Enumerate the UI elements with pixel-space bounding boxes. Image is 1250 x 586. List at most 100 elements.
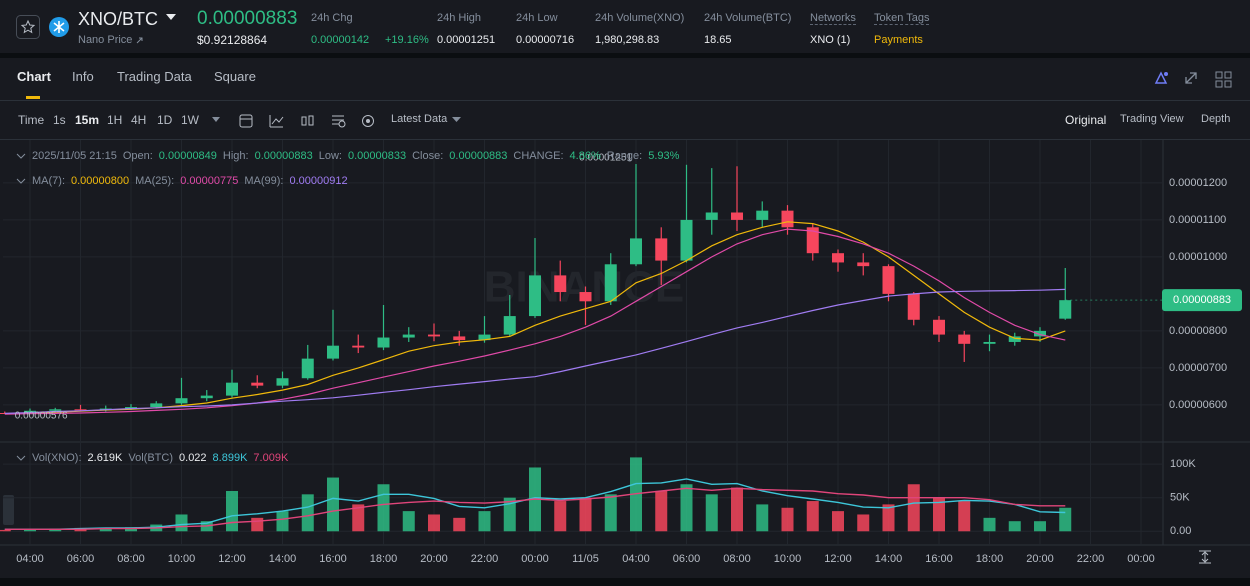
volume-bar: [0, 529, 11, 532]
moving-average-line: [4, 288, 1066, 414]
axis-scale-button[interactable]: [1197, 549, 1213, 565]
low-label: 0.00000576: [15, 410, 68, 421]
legend-chevron: [16, 455, 26, 461]
coin-subtitle[interactable]: Nano Price: [78, 34, 133, 46]
x-tick-label: 04:00: [16, 553, 44, 565]
candle-body: [453, 336, 466, 341]
candle-body: [554, 275, 567, 293]
x-tick-label: 10:00: [168, 553, 196, 565]
candle-body: [478, 334, 491, 341]
candle-body: [226, 382, 238, 396]
x-tick-label: 12:00: [218, 553, 246, 565]
info-value: 0.00000883: [449, 150, 507, 162]
x-tick-label: 16:00: [925, 553, 953, 565]
x-tick-label: 16:00: [319, 553, 347, 565]
info-label: CHANGE:: [513, 150, 563, 162]
chart-panel: Chart Info Trading Data Square Time 1s 15m 1H 4…: [0, 58, 1250, 578]
data-mode[interactable]: Latest Data: [391, 113, 448, 125]
pair-dropdown[interactable]: [166, 14, 176, 22]
ma-legend-value: 0.00000800: [71, 175, 129, 187]
volume-bar: [781, 507, 794, 532]
interval-button[interactable]: 15m: [75, 113, 100, 127]
info-value: 4.86%: [570, 150, 601, 162]
x-tick-label: 20:00: [1026, 553, 1054, 565]
view-button[interactable]: Depth: [1201, 113, 1231, 125]
stat-value[interactable]: Payments: [874, 34, 923, 46]
data-mode-dropdown[interactable]: [452, 116, 462, 124]
volume-bar: [806, 501, 819, 532]
volume-bar: [251, 517, 264, 532]
last-price: 0.00000883: [197, 8, 298, 29]
candle-body: [175, 398, 188, 404]
candle-body: [503, 316, 516, 335]
volume-bar: [453, 517, 466, 532]
tab[interactable]: Info: [72, 69, 94, 84]
volume-bar: [503, 497, 516, 532]
watermark: BINANCE: [484, 263, 684, 312]
tab[interactable]: Chart: [17, 69, 51, 84]
candle-body: [832, 253, 844, 263]
candle-body: [579, 292, 592, 302]
volume-tick-label: 0.00: [1170, 525, 1191, 537]
y-tick-label: 0.00001200: [1169, 177, 1227, 189]
volume-bar: [756, 504, 769, 532]
divider: [0, 100, 1250, 101]
volume-bar: [352, 504, 365, 532]
moving-average-line: [4, 221, 1066, 415]
volume-average-line: [4, 487, 1066, 530]
x-tick-label: 00:00: [521, 553, 549, 565]
pair-name: XNO/BTC: [78, 9, 159, 29]
x-tick-label: 11/05: [572, 553, 599, 565]
info-time: 2025/11/05 21:15: [32, 150, 117, 162]
stat-label: 24h Low: [516, 12, 558, 24]
volume-bar: [175, 514, 188, 532]
stat-value: 0.00000716: [516, 34, 575, 46]
info-value: 0.00000833: [348, 150, 406, 162]
info-label: Range:: [607, 150, 642, 162]
volume-bar: [276, 511, 289, 532]
y-tick-label: 0.00000600: [1169, 399, 1227, 411]
interval-button[interactable]: 1H: [107, 113, 123, 127]
volume-bar: [554, 501, 567, 532]
ma-legend-name: MA(7):: [32, 175, 65, 187]
candle-body: [301, 358, 314, 379]
candle-body: [857, 262, 870, 267]
stat-value: 0.00001251: [437, 34, 496, 46]
chart-tools[interactable]: [1152, 69, 1242, 89]
y-tick-label: 0.00001000: [1169, 251, 1227, 263]
tab[interactable]: Trading Data: [117, 69, 192, 84]
tab[interactable]: Square: [214, 69, 256, 84]
interval-button[interactable]: 4H: [131, 113, 147, 127]
view-button[interactable]: Original: [1065, 113, 1107, 127]
stat-label: 24h Volume(BTC): [704, 12, 792, 24]
legend-chevron: [16, 178, 26, 184]
info-label: Close:: [412, 150, 443, 162]
x-tick-label: 08:00: [723, 553, 751, 565]
candle-body: [1034, 330, 1046, 337]
stat-value: 1,980,298.83: [595, 34, 660, 46]
candle-body: [49, 409, 62, 411]
volume-bar: [1034, 521, 1046, 532]
stat-value[interactable]: XNO (1): [810, 34, 851, 46]
view-button[interactable]: Trading View: [1120, 113, 1184, 125]
candle-body: [251, 382, 264, 386]
x-tick-label: 04:00: [622, 553, 650, 565]
volume-legend-label: Vol(XNO):: [32, 452, 82, 464]
candle-body: [882, 266, 895, 294]
volume-bar: [705, 494, 718, 532]
interval-button[interactable]: 1D: [157, 113, 173, 127]
candle-body: [150, 403, 163, 408]
collapse-tab[interactable]: [3, 495, 14, 525]
toolbar-icons[interactable]: [206, 114, 376, 128]
volume-bar: [428, 514, 440, 532]
volume-bar: [604, 494, 617, 532]
moving-average-line: [4, 228, 1066, 415]
interval-button[interactable]: 1W: [181, 113, 199, 127]
interval-button[interactable]: 1s: [53, 113, 66, 127]
favorite-button[interactable]: [16, 15, 40, 39]
candle-body: [806, 227, 819, 254]
candle-body: [705, 212, 718, 220]
x-tick-label: 12:00: [824, 553, 852, 565]
volume-bar: [99, 527, 112, 532]
